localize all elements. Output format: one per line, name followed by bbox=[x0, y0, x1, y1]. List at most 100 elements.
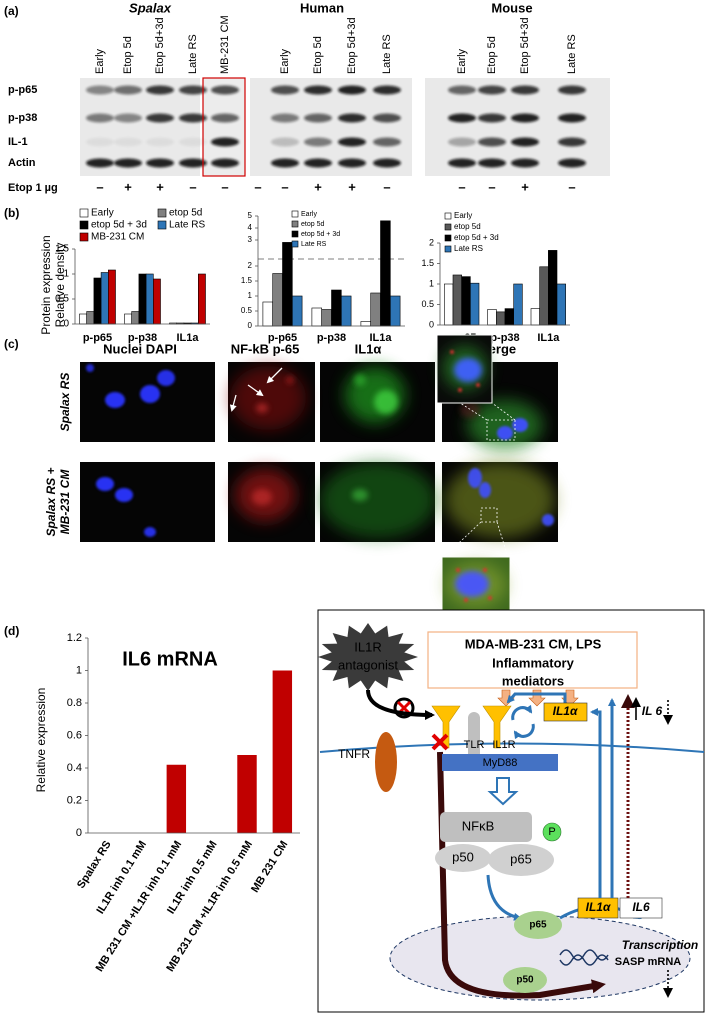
bar bbox=[321, 309, 332, 327]
p50 bbox=[435, 844, 491, 872]
group-title: Mouse bbox=[491, 0, 532, 15]
stimulus-box bbox=[427, 631, 638, 689]
bar bbox=[530, 308, 540, 326]
cell-signal bbox=[488, 596, 492, 600]
blot-band bbox=[338, 137, 366, 147]
row-label: MB-231 CM bbox=[58, 469, 72, 535]
receptor bbox=[482, 705, 512, 749]
cell-signal bbox=[479, 482, 491, 498]
loop-arrow bbox=[513, 723, 535, 740]
legend-swatch bbox=[79, 208, 89, 218]
lane-label: Etop 5d bbox=[312, 36, 324, 74]
row-label: Spalax RS + bbox=[44, 467, 58, 536]
bar bbox=[272, 273, 283, 327]
diagram-label: Inflammatory bbox=[492, 655, 574, 670]
zoom-box bbox=[480, 507, 498, 523]
cell-signal bbox=[542, 514, 554, 526]
treatment-sign: – bbox=[458, 179, 465, 194]
blot-band bbox=[271, 158, 299, 168]
x-tick-label: IL1a bbox=[369, 332, 392, 344]
diagram-label: p50 bbox=[452, 849, 474, 864]
zoom-line bbox=[491, 402, 516, 421]
cell-signal bbox=[467, 400, 543, 450]
treatment-sign: – bbox=[281, 179, 288, 194]
treatment-sign: + bbox=[314, 179, 322, 194]
blot-band bbox=[478, 113, 506, 123]
blot-band bbox=[211, 113, 239, 123]
diagram-label: MyD88 bbox=[483, 757, 518, 769]
diagram-label: IL6 bbox=[632, 900, 650, 914]
bar bbox=[86, 311, 95, 325]
legend-swatch bbox=[444, 234, 452, 242]
blot-band bbox=[271, 113, 299, 123]
y-axis-label: Protein expression bbox=[39, 235, 53, 334]
bar bbox=[539, 266, 549, 326]
panel-label: (c) bbox=[4, 337, 19, 351]
cell-signal bbox=[345, 367, 405, 423]
cell-signal bbox=[320, 462, 436, 538]
cell-signal bbox=[460, 402, 480, 418]
y-tick-label: 1.5 bbox=[55, 244, 69, 255]
bar bbox=[262, 301, 273, 327]
block-icon bbox=[393, 697, 415, 719]
blot-band bbox=[338, 85, 366, 95]
panel-label: (b) bbox=[4, 206, 19, 220]
diagram-label: TLR bbox=[464, 739, 485, 751]
blot-band bbox=[511, 113, 539, 123]
y-tick-label: 1 bbox=[63, 269, 69, 280]
group-title: Human bbox=[300, 0, 344, 15]
legend-swatch bbox=[157, 208, 167, 218]
diagram-label: IL1α bbox=[586, 900, 611, 914]
bar bbox=[79, 313, 87, 325]
panel-label: (d) bbox=[4, 624, 19, 638]
cell-signal bbox=[115, 488, 133, 502]
p65 bbox=[488, 844, 554, 876]
cell-signal bbox=[450, 350, 454, 354]
blot-band bbox=[86, 85, 114, 95]
y-tick-label: 1.5 bbox=[421, 258, 434, 268]
cell-signal bbox=[455, 571, 489, 597]
blot-band bbox=[304, 85, 332, 95]
bar bbox=[145, 273, 154, 325]
row-label: p-p65 bbox=[8, 84, 37, 96]
phospho bbox=[542, 822, 562, 842]
y-tick-label: 2 bbox=[248, 261, 253, 270]
cell-signal bbox=[454, 358, 482, 382]
x-tick-label: p-p65 bbox=[83, 332, 112, 344]
pointer-arrow bbox=[247, 384, 264, 397]
cell-signal bbox=[256, 403, 268, 413]
cell-signal bbox=[497, 426, 513, 440]
lane-label: Late RS bbox=[566, 34, 578, 74]
treatment-sign: – bbox=[254, 179, 261, 194]
bar bbox=[131, 311, 140, 325]
bar bbox=[138, 273, 147, 325]
diagram-label: p65 bbox=[529, 920, 547, 931]
tnfr bbox=[375, 732, 397, 792]
x-tick-label: p-p65 bbox=[268, 332, 297, 344]
legend-swatch bbox=[291, 240, 299, 248]
cell-signal bbox=[352, 489, 368, 501]
legend-swatch bbox=[79, 232, 89, 242]
blot-band bbox=[558, 137, 586, 147]
cell-signal bbox=[468, 468, 482, 488]
bar bbox=[340, 295, 352, 327]
legend-label: Early bbox=[454, 211, 472, 220]
blot-band bbox=[211, 137, 239, 147]
y-tick-label: 0 bbox=[429, 319, 434, 329]
zoom-line bbox=[443, 521, 482, 558]
bar bbox=[452, 274, 462, 326]
treatment-sign: + bbox=[348, 179, 356, 194]
legend-label: etop 5d bbox=[169, 208, 202, 219]
diagram-label: NFκB bbox=[462, 818, 495, 833]
bar bbox=[389, 295, 401, 327]
blot-band bbox=[558, 85, 586, 95]
open-arrow bbox=[487, 777, 519, 806]
blot-band bbox=[271, 137, 299, 147]
treatment-sign: – bbox=[221, 179, 228, 194]
lane-label: Late RS bbox=[187, 34, 199, 74]
nfkb-box bbox=[440, 812, 532, 842]
lane-label: Etop 5d+3d bbox=[154, 17, 166, 74]
y-tick-label: 0.5 bbox=[55, 294, 69, 305]
blot-band bbox=[511, 85, 539, 95]
